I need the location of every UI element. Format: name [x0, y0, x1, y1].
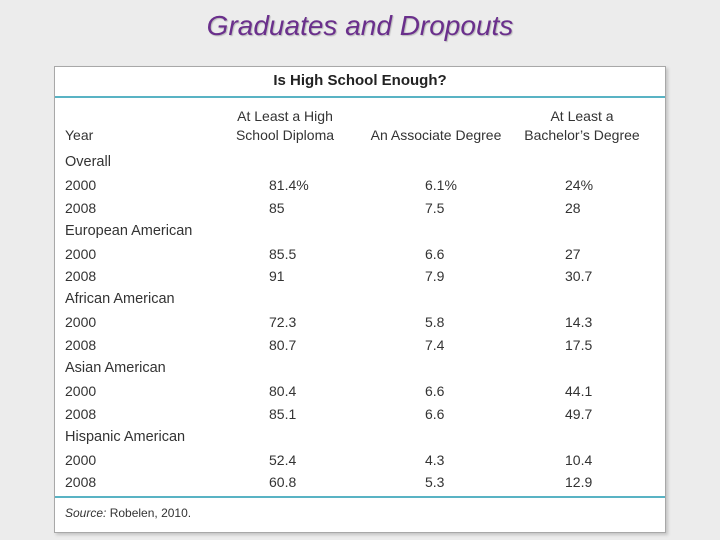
column-header-high-school: At Least a High School Diploma: [235, 108, 335, 143]
group-label: Asian American: [65, 360, 166, 377]
associate-cell: 7.5: [425, 199, 445, 216]
year-cell: 2008: [65, 405, 97, 422]
bachelor-cell: 14.3: [565, 314, 593, 331]
high-school-cell: 85: [269, 199, 285, 216]
slide-title: Graduates and Dropouts: [206, 10, 514, 41]
table-row: 2000 81.4% 6.1% 24%: [55, 174, 665, 197]
high-school-cell: 85.1: [269, 405, 297, 422]
table-row: 2008 91 7.9 30.7: [55, 265, 665, 288]
associate-cell: 5.3: [425, 474, 445, 491]
header-rule: [55, 96, 665, 98]
bachelor-cell: 44.1: [565, 382, 593, 399]
year-cell: 2008: [65, 474, 97, 491]
year-cell: 2008: [65, 337, 97, 354]
source-note: Source: Robelen, 2010.: [65, 506, 191, 520]
high-school-cell: 52.4: [269, 451, 297, 468]
bachelor-cell: 28: [565, 199, 581, 216]
source-label: Source:: [65, 506, 107, 520]
year-cell: 2008: [65, 268, 97, 285]
high-school-cell: 91: [269, 268, 285, 285]
bachelor-cell: 10.4: [565, 451, 593, 468]
high-school-cell: 60.8: [269, 474, 297, 491]
column-header-year: Year: [65, 127, 94, 143]
associate-cell: 7.4: [425, 337, 445, 354]
bachelor-cell: 17.5: [565, 337, 593, 354]
table-title: Is High School Enough?: [273, 72, 447, 89]
year-cell: 2000: [65, 451, 97, 468]
associate-cell: 5.8: [425, 314, 445, 331]
table-row: 2000 85.5 6.6 27: [55, 243, 665, 266]
column-header-associate: An Associate Degree: [370, 127, 502, 143]
table-row: 2008 80.7 7.4 17.5: [55, 334, 665, 357]
high-school-cell: 80.7: [269, 337, 297, 354]
high-school-cell: 80.4: [269, 382, 297, 399]
bachelor-cell: 12.9: [565, 474, 593, 491]
high-school-cell: 72.3: [269, 314, 297, 331]
group-row: Overall: [55, 151, 665, 174]
column-header-bachelor: At Least a Bachelor’s Degree: [524, 108, 640, 143]
associate-cell: 6.6: [425, 245, 445, 262]
table-row: 2008 85.1 6.6 49.7: [55, 403, 665, 426]
group-label: Overall: [65, 154, 111, 170]
source-text: Robelen, 2010.: [109, 506, 192, 520]
group-row: European American: [55, 220, 665, 243]
associate-cell: 4.3: [425, 451, 445, 468]
associate-cell: 6.6: [425, 382, 445, 399]
bachelor-cell: 24%: [565, 176, 594, 193]
year-cell: 2008: [65, 199, 97, 216]
bachelor-cell: 27: [565, 245, 581, 262]
year-cell: 2000: [65, 245, 97, 262]
table-row: 2000 80.4 6.6 44.1: [55, 380, 665, 403]
bachelor-cell: 30.7: [565, 268, 593, 285]
footer-rule: [55, 496, 665, 498]
associate-cell: 7.9: [425, 268, 445, 285]
table-row: 2000 72.3 5.8 14.3: [55, 311, 665, 334]
table-row: 2008 60.8 5.3 12.9: [55, 471, 665, 494]
bachelor-cell: 49.7: [565, 405, 593, 422]
year-cell: 2000: [65, 382, 97, 399]
group-row: African American: [55, 288, 665, 311]
group-label: African American: [65, 291, 175, 308]
high-school-cell: 81.4%: [269, 176, 309, 193]
year-cell: 2000: [65, 176, 97, 193]
table-body: Overall 2000 81.4% 6.1% 24% 2008 85 7.5 28 Europe…: [55, 151, 665, 494]
table-row: 2000 52.4 4.3 10.4: [55, 449, 665, 472]
group-label: Hispanic American: [65, 428, 186, 445]
associate-cell: 6.6: [425, 405, 445, 422]
group-label: European American: [65, 222, 193, 239]
high-school-cell: 85.5: [269, 245, 297, 262]
year-cell: 2000: [65, 314, 97, 331]
group-row: Hispanic American: [55, 426, 665, 449]
table-row: 2008 85 7.5 28: [55, 197, 665, 220]
associate-cell: 6.1%: [425, 176, 457, 193]
data-table: Is High School Enough? Year At Least a H…: [54, 66, 666, 533]
group-row: Asian American: [55, 357, 665, 380]
